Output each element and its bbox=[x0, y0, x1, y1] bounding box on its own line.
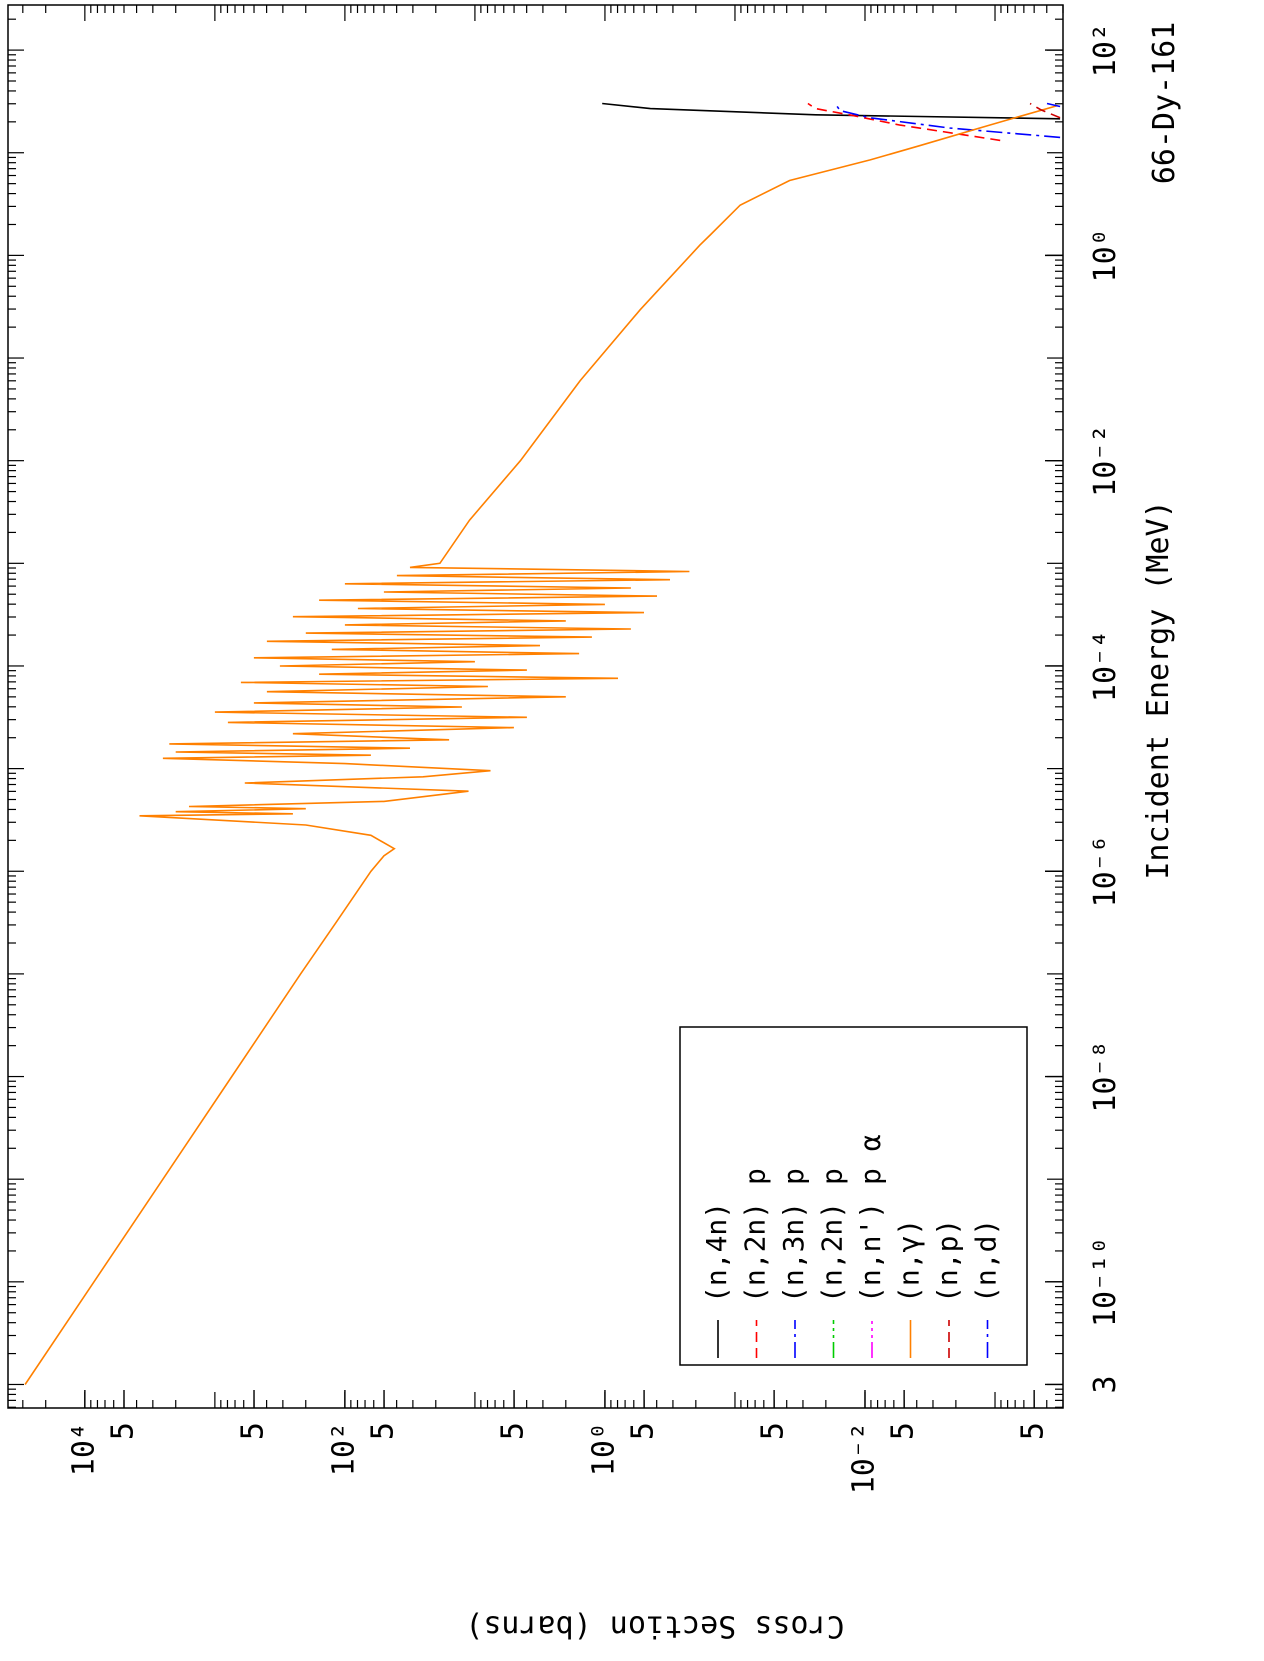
y-tick-label: 5 bbox=[886, 1422, 921, 1440]
x-tick-label: 10² bbox=[1088, 23, 1123, 77]
legend-label: (n,γ) bbox=[893, 1219, 926, 1303]
x-tick-label: 10⁻⁶ bbox=[1088, 835, 1123, 907]
x-tick-label: 10⁻² bbox=[1088, 425, 1123, 497]
legend-label: (n,d) bbox=[970, 1219, 1003, 1303]
series-line bbox=[807, 102, 1001, 142]
x-tick-label: 10⁻¹⁰ bbox=[1088, 1237, 1123, 1327]
y-tick-label: 10⁻² bbox=[846, 1422, 881, 1494]
y-tick-label: 10² bbox=[326, 1422, 361, 1476]
y-axis-label: Cross Section (barns) bbox=[465, 1609, 844, 1644]
legend-label: (n,2n) p bbox=[816, 1168, 849, 1303]
y-tick-label: 5 bbox=[756, 1422, 791, 1440]
y-tick-label: 5 bbox=[1016, 1422, 1051, 1440]
series-line bbox=[1046, 102, 1061, 108]
legend-label: (n,2n) p bbox=[739, 1168, 772, 1303]
legend-label: (n,3n) p bbox=[777, 1168, 810, 1303]
x-tick-label: 3 bbox=[1088, 1375, 1123, 1393]
series-line bbox=[1029, 102, 1061, 119]
y-tick-label: 5 bbox=[626, 1422, 661, 1440]
legend-label: (n,n') p α bbox=[854, 1134, 887, 1303]
plot-area bbox=[24, 102, 1061, 1385]
y-tick-label: 5 bbox=[366, 1422, 401, 1440]
series-line bbox=[834, 103, 1061, 139]
y-tick-label: 5 bbox=[236, 1422, 271, 1440]
x-tick-label: 10⁻⁴ bbox=[1088, 630, 1123, 702]
series-line bbox=[24, 104, 1058, 1385]
legend-label: (n,p) bbox=[931, 1219, 964, 1303]
series-line bbox=[602, 102, 1061, 120]
x-tick-label: 10⁻⁸ bbox=[1088, 1040, 1123, 1112]
y-tick-label: 10⁴ bbox=[66, 1422, 101, 1476]
x-tick-label: 10⁰ bbox=[1088, 228, 1123, 282]
chart-title: 66-Dy-161 bbox=[1147, 22, 1182, 185]
legend-label: (n,4n) bbox=[700, 1202, 733, 1303]
x-axis-label: Incident Energy (MeV) bbox=[1141, 500, 1176, 879]
y-tick-label: 5 bbox=[496, 1422, 531, 1440]
legend-box bbox=[679, 1026, 1028, 1366]
y-tick-label: 5 bbox=[105, 1422, 140, 1440]
rotated-plot: Incident Energy (MeV) Cross Section (bar… bbox=[7, 4, 1182, 1644]
y-tick-label: 10⁰ bbox=[586, 1422, 621, 1476]
